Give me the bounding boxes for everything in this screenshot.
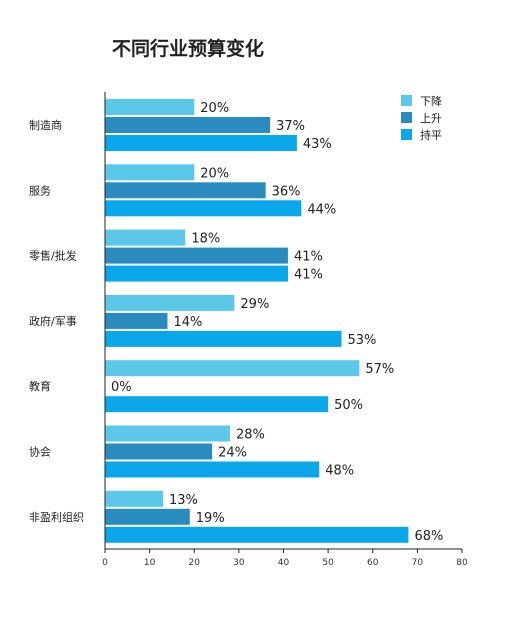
category-label: 服务 bbox=[29, 184, 51, 197]
data-label: 19% bbox=[196, 511, 225, 526]
bar bbox=[105, 330, 342, 347]
bar bbox=[105, 508, 190, 525]
data-label: 0% bbox=[111, 380, 132, 395]
data-label: 41% bbox=[294, 250, 323, 265]
bar bbox=[105, 135, 297, 151]
data-label: 57% bbox=[365, 362, 394, 377]
bar bbox=[105, 461, 320, 478]
x-tick-label: 70 bbox=[412, 558, 424, 568]
x-tick-label: 20 bbox=[189, 558, 201, 568]
data-label: 50% bbox=[334, 398, 363, 413]
x-tick-label: 30 bbox=[233, 558, 245, 568]
data-label: 43% bbox=[303, 137, 332, 152]
bar bbox=[105, 490, 164, 507]
data-label: 20% bbox=[200, 166, 229, 181]
data-label: 20% bbox=[200, 101, 229, 116]
legend-swatch bbox=[401, 129, 412, 140]
x-tick-label: 50 bbox=[322, 558, 334, 568]
bar bbox=[105, 117, 271, 133]
legend-label: 上升 bbox=[420, 112, 442, 125]
category-label: 教育 bbox=[29, 379, 51, 393]
legend-swatch bbox=[401, 112, 412, 123]
bar bbox=[105, 360, 360, 377]
bar bbox=[105, 247, 288, 264]
data-label: 37% bbox=[276, 119, 305, 134]
data-label: 53% bbox=[348, 333, 377, 348]
data-label: 68% bbox=[414, 529, 443, 544]
data-label: 44% bbox=[307, 202, 336, 217]
x-tick-label: 10 bbox=[144, 558, 156, 568]
bar bbox=[105, 182, 266, 199]
category-label: 政府/军事 bbox=[29, 314, 77, 328]
bar bbox=[105, 294, 235, 311]
data-label: 41% bbox=[294, 268, 323, 283]
x-tick-label: 80 bbox=[456, 558, 468, 568]
bar bbox=[105, 265, 288, 282]
category-label: 制造商 bbox=[29, 118, 62, 132]
x-tick-label: 0 bbox=[102, 558, 108, 568]
bar bbox=[105, 526, 409, 543]
x-tick-label: 60 bbox=[367, 558, 379, 568]
bar bbox=[105, 229, 186, 246]
legend-label: 持平 bbox=[420, 128, 442, 142]
bar bbox=[105, 200, 302, 217]
bars-group: 20% 37% 43% 20% 36% 44% 18% 41% 41% 29% 14% 53% 57% 0… bbox=[105, 99, 443, 544]
legend-swatch bbox=[401, 95, 412, 106]
data-label: 14% bbox=[173, 315, 202, 330]
data-label: 29% bbox=[240, 297, 269, 312]
bar bbox=[105, 312, 168, 329]
data-label: 13% bbox=[169, 493, 198, 508]
category-label: 零售/批发 bbox=[29, 249, 77, 263]
legend-label: 下降 bbox=[420, 94, 442, 108]
x-axis: 0 10 20 30 40 50 60 70 80 bbox=[102, 92, 468, 568]
bar bbox=[105, 443, 213, 460]
bar bbox=[105, 425, 230, 442]
chart-title: 不同行业预算变化 bbox=[112, 37, 264, 60]
data-label: 24% bbox=[218, 446, 247, 461]
x-tick-label: 40 bbox=[278, 558, 290, 568]
bar bbox=[105, 396, 329, 413]
data-label: 36% bbox=[272, 184, 301, 199]
bar bbox=[105, 99, 195, 115]
bar bbox=[105, 164, 195, 181]
category-label: 协会 bbox=[29, 445, 51, 459]
data-label: 18% bbox=[191, 232, 220, 247]
category-label: 非盈利组织 bbox=[29, 510, 84, 524]
data-label: 28% bbox=[236, 428, 265, 443]
data-label: 48% bbox=[325, 464, 354, 479]
